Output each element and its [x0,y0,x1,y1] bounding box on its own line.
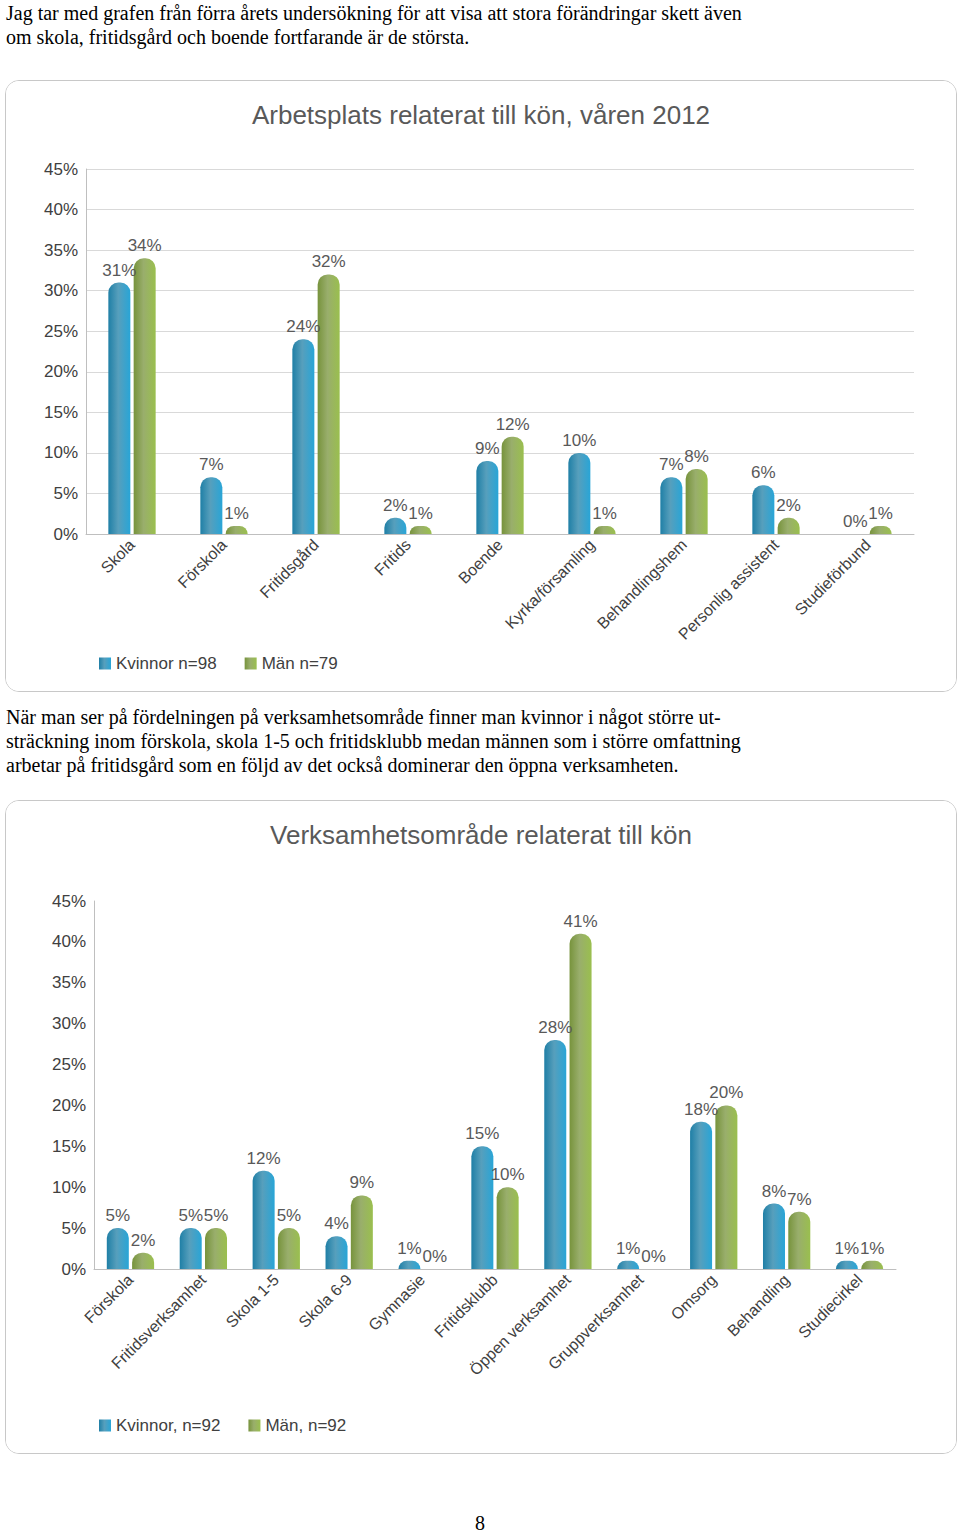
svg-text:5%: 5% [53,484,78,503]
svg-text:Skola 6-9: Skola 6-9 [295,1271,355,1331]
svg-text:1%: 1% [408,504,433,523]
svg-text:1%: 1% [868,504,893,523]
svg-text:10%: 10% [44,443,78,462]
svg-text:Behandlingshem: Behandlingshem [594,536,690,632]
svg-text:0%: 0% [843,512,868,531]
svg-text:Studiecirkel: Studiecirkel [795,1271,865,1341]
svg-text:8%: 8% [762,1182,787,1201]
svg-text:1%: 1% [224,504,249,523]
html-text:om skola, fritidsgård och boen: om skola, fritidsgård och boende fortfar… [6,26,470,48]
svg-text:Arbetsplats relaterat till kön: Arbetsplats relaterat till kön, våren 20… [252,100,710,130]
svg-text:8%: 8% [684,447,709,466]
svg-text:7%: 7% [659,455,684,474]
svg-text:18%: 18% [684,1100,718,1119]
svg-text:28%: 28% [538,1018,572,1037]
svg-text:Behandling: Behandling [724,1271,793,1340]
svg-text:20%: 20% [52,1096,86,1115]
svg-text:9%: 9% [475,439,500,458]
svg-text:5%: 5% [106,1206,131,1225]
svg-text:12%: 12% [496,415,530,434]
svg-text:40%: 40% [44,200,78,219]
svg-text:Förskola: Förskola [81,1271,136,1326]
svg-text:5%: 5% [61,1219,86,1238]
svg-text:Öppen verksamhet: Öppen verksamhet [466,1271,574,1379]
svg-text:0%: 0% [53,525,78,544]
svg-text:Män n=79: Män n=79 [262,654,338,673]
svg-text:10%: 10% [562,431,596,450]
svg-text:2%: 2% [776,496,801,515]
svg-text:1%: 1% [835,1239,860,1258]
svg-text:Fritidsverksamhet: Fritidsverksamhet [108,1271,210,1373]
svg-text:Skola: Skola [98,536,138,576]
svg-text:12%: 12% [247,1149,281,1168]
svg-text:0%: 0% [61,1260,86,1279]
svg-text:1%: 1% [397,1239,422,1258]
svg-text:45%: 45% [52,892,86,911]
svg-text:5%: 5% [178,1206,203,1225]
svg-text:9%: 9% [350,1173,375,1192]
svg-text:Gruppverksamhet: Gruppverksamhet [545,1271,647,1373]
svg-text:41%: 41% [564,912,598,931]
svg-text:1%: 1% [616,1239,641,1258]
svg-text:Fritids: Fritids [371,536,414,579]
svg-text:5%: 5% [277,1206,302,1225]
svg-text:2%: 2% [131,1231,156,1250]
svg-text:1%: 1% [860,1239,885,1258]
svg-text:Boende: Boende [455,536,506,587]
svg-text:Män, n=92: Män, n=92 [265,1416,346,1435]
svg-text:0%: 0% [641,1247,666,1266]
svg-text:1%: 1% [592,504,617,523]
svg-text:5%: 5% [204,1206,229,1225]
svg-text:Förskola: Förskola [175,536,230,591]
svg-text:15%: 15% [52,1137,86,1156]
svg-text:Studieförbund: Studieförbund [792,536,874,618]
svg-text:32%: 32% [312,252,346,271]
svg-text:30%: 30% [52,1014,86,1033]
html-text:sträckning inom förskola, skol: sträckning inom förskola, skola 1-5 och … [6,730,741,752]
svg-text:2%: 2% [383,496,408,515]
html-text:8: 8 [475,1512,485,1534]
svg-text:Fritidsklubb: Fritidsklubb [431,1271,501,1341]
svg-text:15%: 15% [465,1124,499,1143]
svg-text:7%: 7% [787,1190,812,1209]
svg-text:0%: 0% [422,1247,447,1266]
html-text:Jag tar med grafen från förra: Jag tar med grafen från förra årets unde… [6,2,742,24]
svg-text:25%: 25% [52,1055,86,1074]
svg-text:Skola 1-5: Skola 1-5 [223,1271,283,1331]
svg-text:Fritidsgård: Fritidsgård [257,536,322,601]
svg-text:40%: 40% [52,932,86,951]
svg-text:34%: 34% [128,236,162,255]
svg-text:10%: 10% [491,1165,525,1184]
svg-text:10%: 10% [52,1178,86,1197]
html-text:När man ser på fördelningen på: När man ser på fördelningen på verksamhe… [6,706,721,728]
svg-text:6%: 6% [751,463,776,482]
svg-text:35%: 35% [44,241,78,260]
svg-text:45%: 45% [44,160,78,179]
svg-text:24%: 24% [286,317,320,336]
svg-text:31%: 31% [102,261,136,280]
svg-text:35%: 35% [52,973,86,992]
svg-text:7%: 7% [199,455,224,474]
svg-text:15%: 15% [44,403,78,422]
svg-text:Verksamhetsområde relaterat ti: Verksamhetsområde relaterat till kön [270,820,692,850]
svg-text:4%: 4% [324,1214,349,1233]
svg-text:Omsorg: Omsorg [668,1271,720,1323]
svg-text:20%: 20% [44,362,78,381]
svg-text:Kyrka/församling: Kyrka/församling [502,536,598,632]
svg-text:Personlig assistent: Personlig assistent [675,536,782,643]
svg-text:Gymnasie: Gymnasie [365,1271,428,1334]
svg-text:20%: 20% [709,1083,743,1102]
html-text:arbetar på fritidsgård som en: arbetar på fritidsgård som en följd av d… [6,754,679,776]
svg-text:30%: 30% [44,281,78,300]
svg-text:Kvinnor n=98: Kvinnor n=98 [116,654,217,673]
svg-text:Kvinnor, n=92: Kvinnor, n=92 [116,1416,220,1435]
svg-text:25%: 25% [44,322,78,341]
